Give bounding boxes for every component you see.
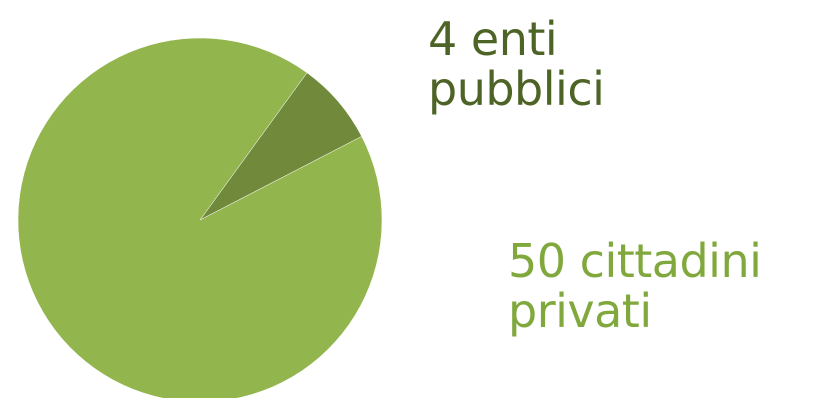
slice-label-public-line-2: pubblici xyxy=(428,62,605,116)
slice-label-private-line-1: 50 cittadini xyxy=(508,234,762,288)
pie-slices xyxy=(17,37,383,398)
slice-label-public-entities: 4 enti pubblici xyxy=(428,12,605,116)
slice-label-public-line-1: 4 enti xyxy=(428,12,558,66)
slice-label-private-citizens: 50 cittadini privati xyxy=(508,234,762,338)
slice-label-private-line-2: privati xyxy=(508,284,652,338)
pie-slice-private-citizens xyxy=(17,37,383,398)
